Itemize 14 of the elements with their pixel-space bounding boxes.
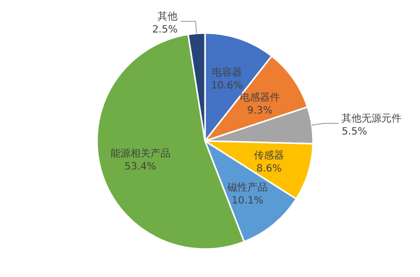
slice-label: 其他无源元件: [342, 112, 402, 124]
data-label: 10.1%: [232, 196, 264, 207]
data-label: 9.3%: [247, 106, 272, 116]
data-label: 53.4%: [124, 161, 156, 172]
slice-label: 磁性产品: [226, 182, 268, 194]
data-label: 10.6%: [211, 80, 243, 92]
slice-label: 其他: [158, 10, 178, 22]
data-label: 5.5%: [342, 126, 368, 138]
data-label: 2.5%: [152, 24, 178, 36]
slice-label: 传感器: [254, 149, 284, 162]
slice-label: 电容器: [212, 66, 242, 79]
data-label: 8.6%: [256, 163, 282, 174]
slice-label: 电感器件: [240, 92, 280, 104]
slice-label: 能源相关产品: [110, 147, 170, 160]
